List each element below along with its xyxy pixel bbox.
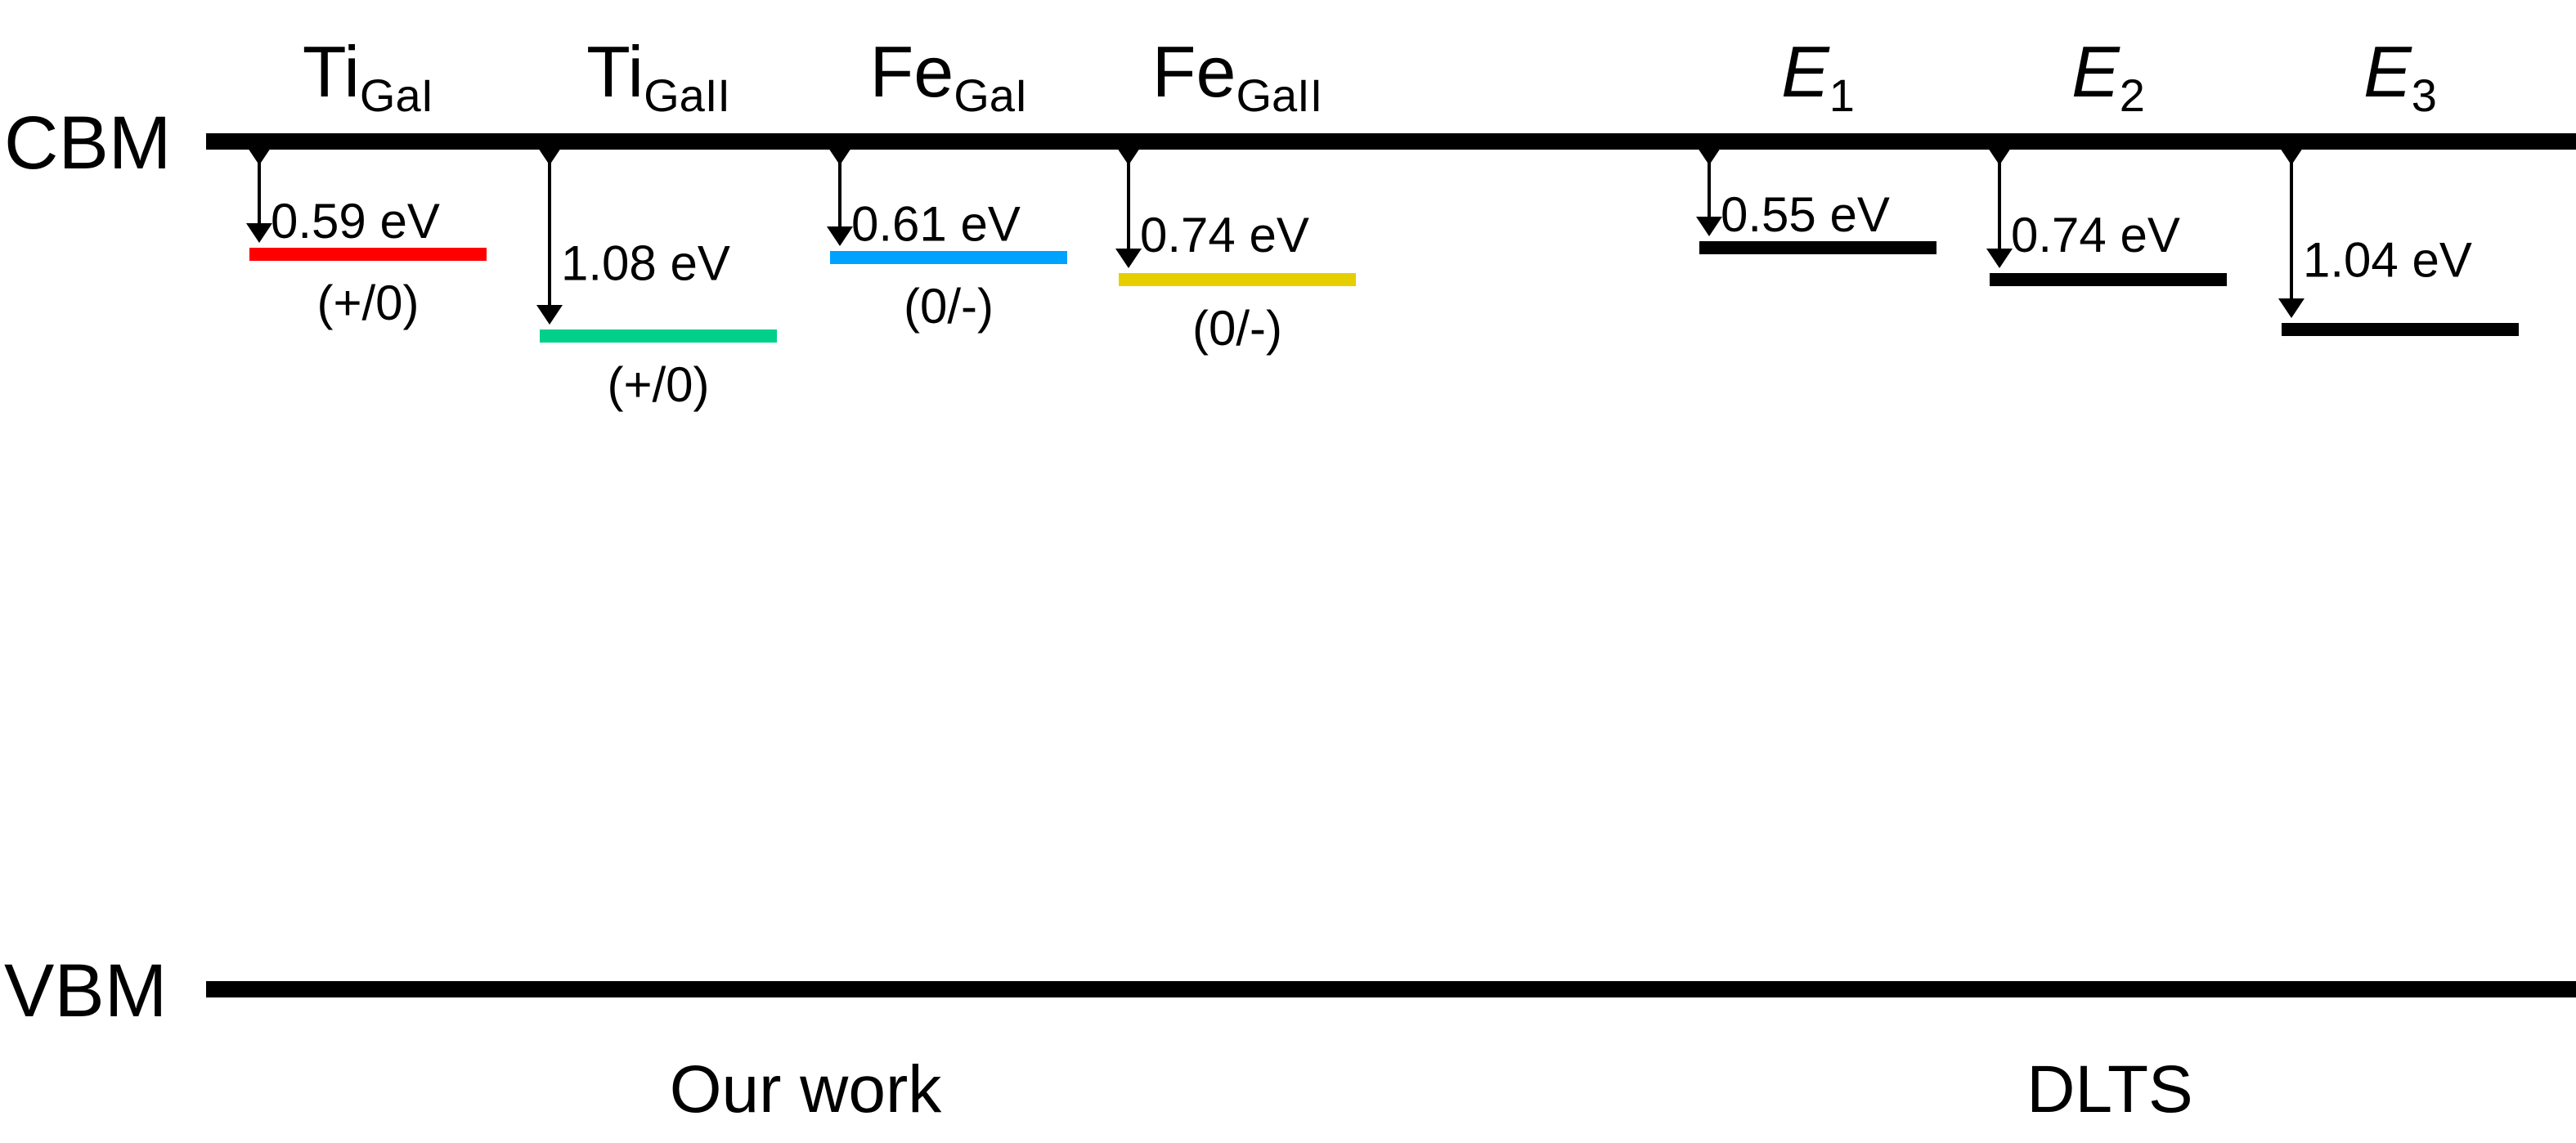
level-header-fe-gai: FeGaI: [870, 31, 1028, 121]
cbm-line: [206, 133, 2576, 150]
level-header-fe-gaii: FeGaII: [1152, 31, 1323, 121]
group-label-our-work: Our work: [670, 1052, 943, 1127]
level-bar-e-1: [1699, 241, 1936, 254]
level-bar-fe-gai: [830, 251, 1067, 264]
charge-state-ti-gai: (+/0): [316, 276, 419, 330]
level-header-e-3: E3: [2363, 31, 2437, 121]
level-header-ti-gai: TiGaI: [303, 31, 433, 121]
level-header-e-2: E2: [2071, 31, 2145, 121]
energy-label-e-3: 1.04 eV: [2303, 233, 2472, 288]
level-bar-e-3: [2282, 323, 2519, 336]
level-bar-ti-gaii: [540, 329, 777, 343]
vbm-label: VBM: [4, 949, 167, 1033]
charge-state-fe-gai: (0/-): [904, 279, 994, 334]
energy-label-fe-gaii: 0.74 eV: [1140, 208, 1309, 262]
energy-label-fe-gai: 0.61 eV: [851, 197, 1021, 252]
energy-label-e-1: 0.55 eV: [1721, 187, 1890, 242]
level-header-e-1: E1: [1781, 31, 1855, 121]
energy-label-ti-gaii: 1.08 eV: [561, 236, 730, 291]
cbm-label: CBM: [4, 101, 171, 185]
charge-state-fe-gaii: (0/-): [1192, 301, 1282, 356]
level-header-ti-gaii: TiGaII: [586, 31, 730, 121]
level-bar-ti-gai: [249, 248, 487, 261]
group-label-dlts: DLTS: [2026, 1052, 2193, 1127]
vbm-line: [206, 981, 2576, 997]
level-bar-fe-gaii: [1119, 273, 1356, 286]
charge-state-ti-gaii: (+/0): [607, 357, 709, 412]
energy-label-e-2: 0.74 eV: [2011, 208, 2180, 262]
energy-label-ti-gai: 0.59 eV: [271, 194, 440, 249]
level-bar-e-2: [1990, 273, 2227, 286]
